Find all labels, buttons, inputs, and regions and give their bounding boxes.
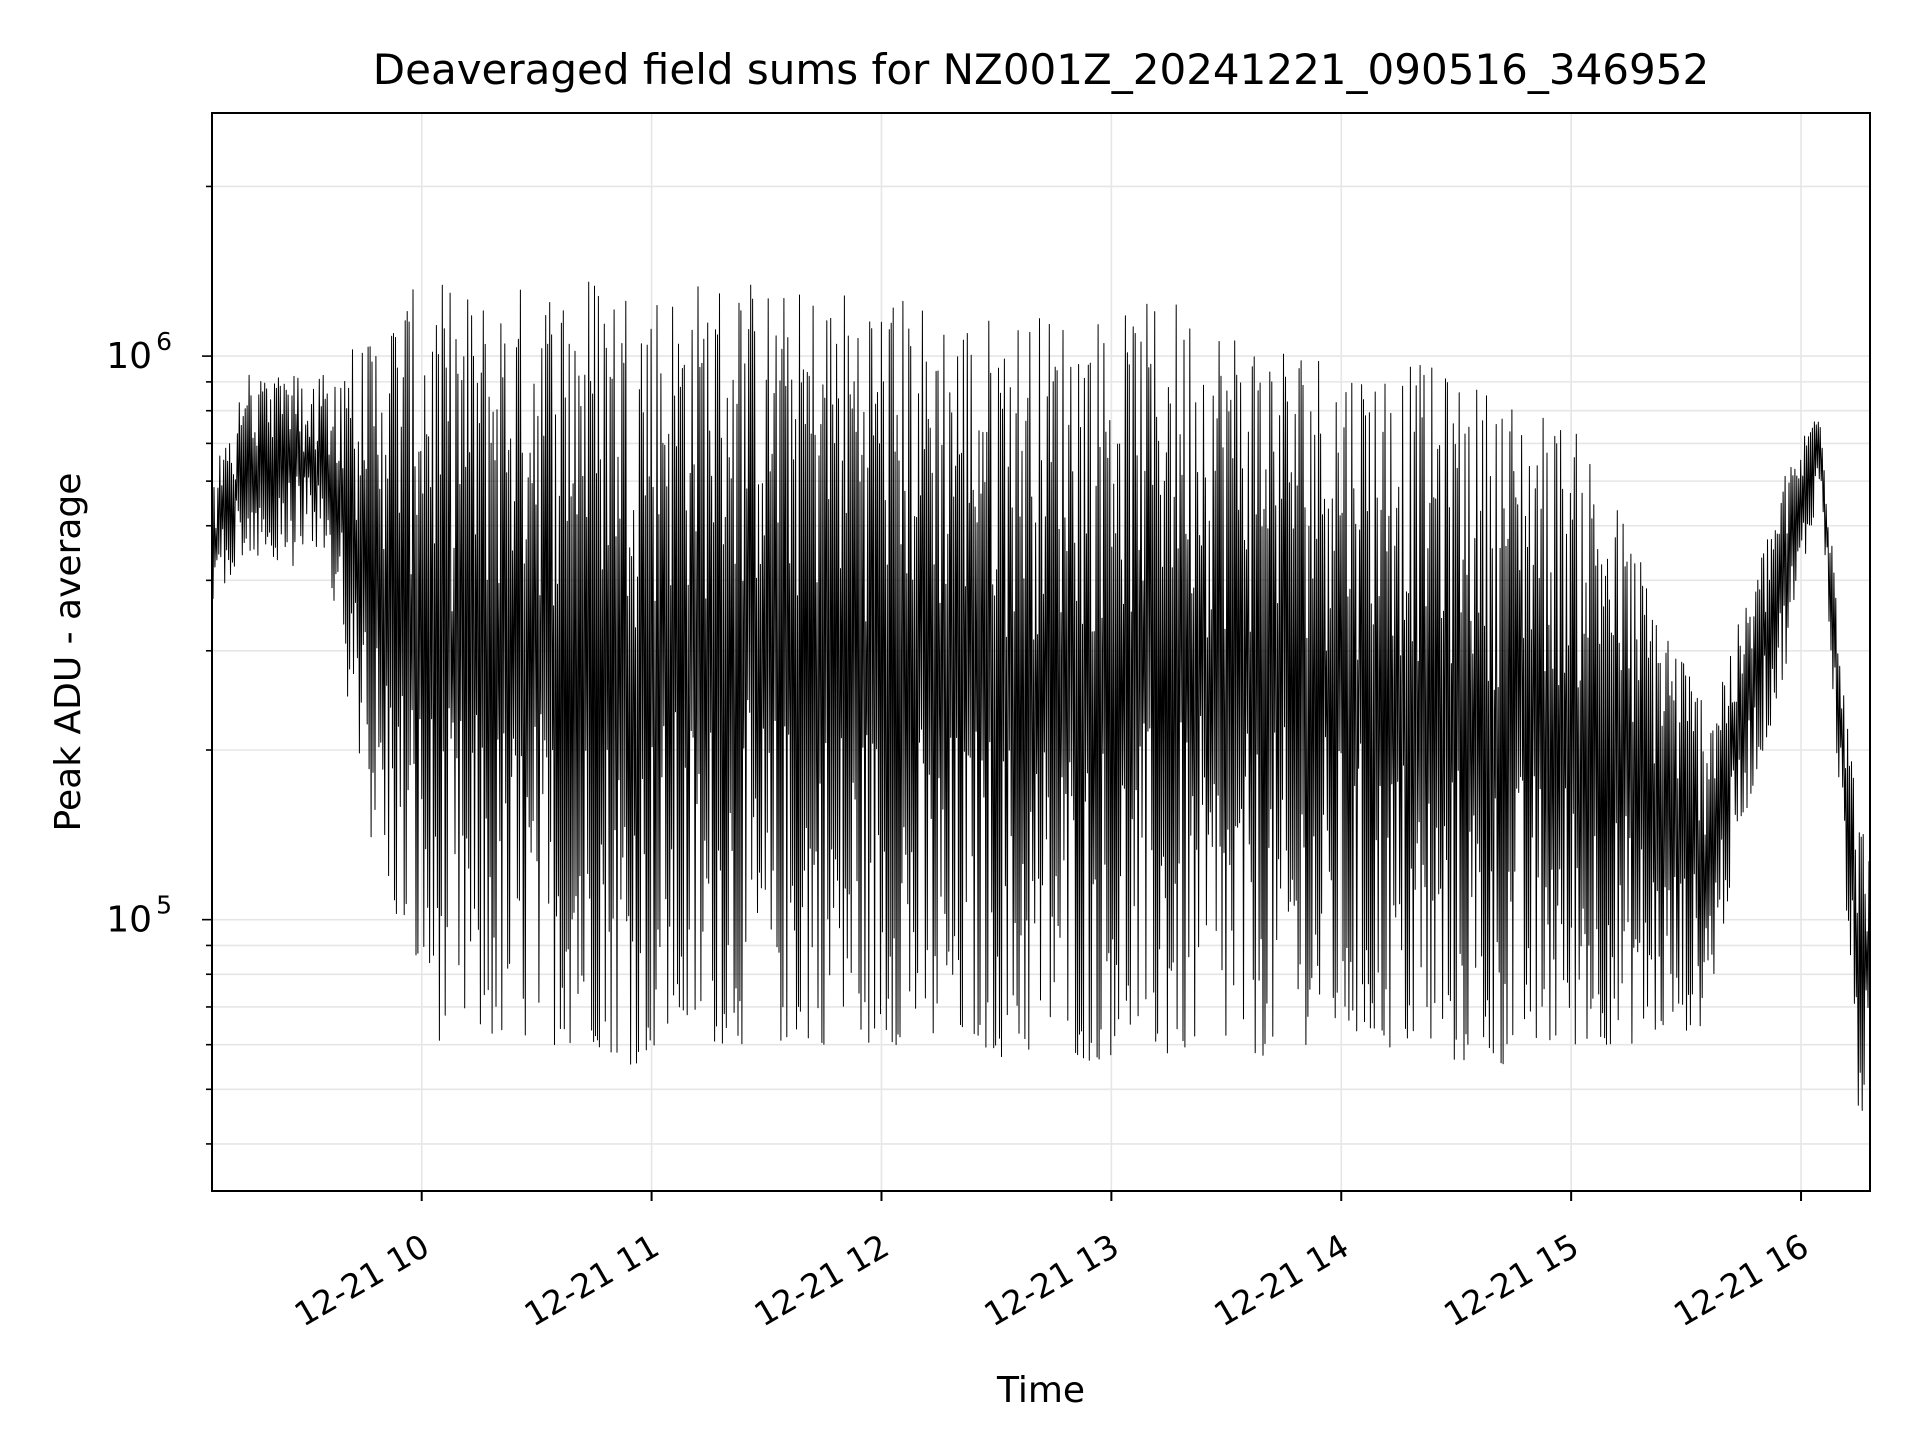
x-tick-label: 12-21 14 [1207, 1226, 1355, 1334]
y-tick-exponent: 5 [156, 891, 172, 920]
x-tick-label: 12-21 16 [1667, 1226, 1815, 1334]
y-tick-exponent: 6 [156, 327, 172, 356]
x-tick-label: 12-21 12 [747, 1226, 895, 1334]
y-tick-label: 10 [106, 900, 152, 941]
x-axis-label: Time [996, 1370, 1085, 1411]
x-tick-label: 12-21 15 [1437, 1226, 1585, 1334]
y-axis-label: Peak ADU - average [48, 473, 89, 832]
plot-frame [211, 112, 1871, 1192]
chart-title: Deaveraged field sums for NZ001Z_2024122… [373, 45, 1709, 94]
x-axis-ticks: 12-21 10 12-21 11 12-21 12 12-21 13 12-21 14… [288, 1191, 1815, 1334]
y-tick-label: 10 [106, 336, 152, 377]
x-tick-label: 12-21 13 [977, 1226, 1125, 1334]
x-tick-label: 12-21 11 [518, 1226, 666, 1334]
data-series-line [211, 281, 1871, 1111]
x-tick-label: 12-21 10 [288, 1226, 436, 1334]
